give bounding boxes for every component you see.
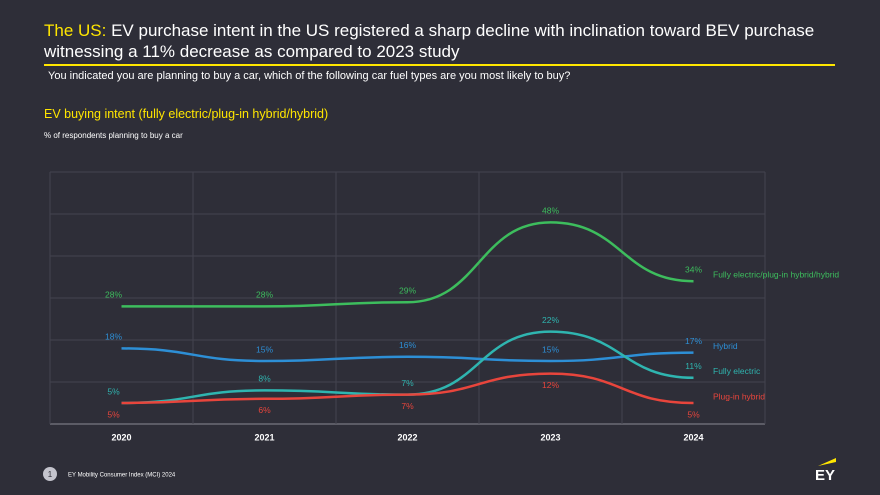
series-line	[121, 347, 694, 363]
title-prefix: The US:	[44, 21, 107, 40]
value-label: 11%	[685, 361, 702, 371]
title-text: EV purchase intent in the US registered …	[44, 21, 815, 61]
logo-slash	[818, 458, 836, 466]
legend-label: Hybrid	[713, 341, 738, 351]
x-tick-label: 2023	[540, 432, 560, 442]
value-label: 28%	[256, 290, 273, 300]
legend-label: Fully electric	[713, 366, 761, 376]
value-label: 16%	[399, 340, 416, 350]
value-label: 5%	[107, 386, 120, 396]
slide-title: The US: EV purchase intent in the US reg…	[44, 20, 834, 62]
series-line	[121, 221, 694, 308]
title-rule	[44, 64, 835, 66]
value-label: 48%	[542, 206, 559, 216]
value-label: 17%	[685, 336, 702, 346]
value-label: 7%	[401, 401, 414, 411]
value-label: 6%	[258, 405, 271, 415]
value-label: 22%	[542, 315, 559, 325]
value-label: 5%	[107, 409, 120, 419]
legend-label: Fully electric/plug-in hybrid/hybrid	[713, 269, 839, 279]
x-tick-label: 2020	[111, 432, 131, 442]
value-label: 15%	[542, 344, 559, 354]
value-label: 12%	[542, 380, 559, 390]
value-label: 34%	[685, 264, 702, 274]
page-badge	[43, 467, 57, 481]
y-axis-label: % of respondents planning to buy a car	[44, 131, 183, 140]
page-number: 1	[48, 470, 53, 479]
value-label: 8%	[258, 374, 271, 384]
x-tick-label: 2021	[254, 432, 274, 442]
value-label: 7%	[401, 378, 414, 388]
source: EY Mobility Consumer Index (MCI) 2024	[68, 473, 176, 479]
legend-label: Plug-in hybrid	[713, 391, 765, 401]
series-line	[121, 372, 694, 405]
logo: EY	[815, 467, 835, 484]
value-label: 18%	[105, 332, 122, 342]
value-label: 5%	[687, 409, 700, 419]
x-tick-label: 2022	[397, 432, 417, 442]
value-label: 15%	[256, 344, 273, 354]
value-label: 28%	[105, 290, 122, 300]
x-tick-label: 2024	[683, 432, 703, 442]
value-label: 29%	[399, 285, 416, 295]
question: You indicated you are planning to buy a …	[48, 70, 571, 82]
chart-title: EV buying intent (fully electric/plug-in…	[44, 107, 329, 121]
